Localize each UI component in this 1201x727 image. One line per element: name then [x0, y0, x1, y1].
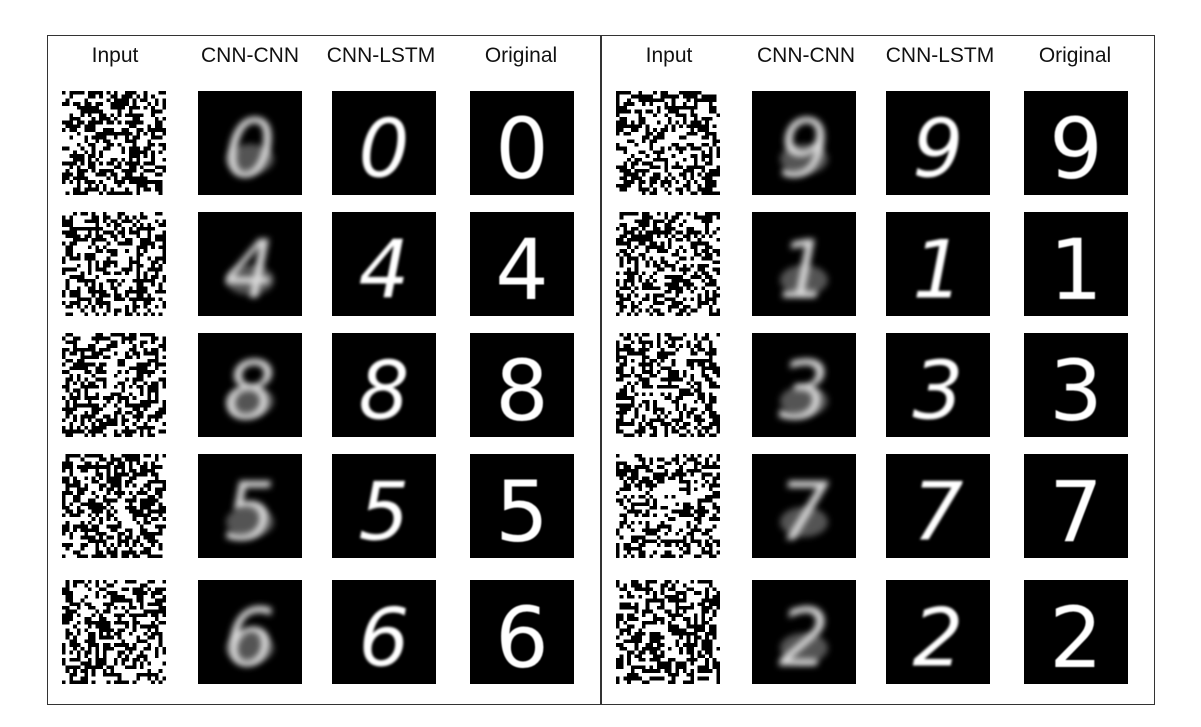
svg-text:9: 9	[779, 103, 830, 196]
header-cnn-cnn: CNN-CNN	[201, 44, 299, 67]
tile-original-digit-8: 8	[470, 333, 574, 437]
tile-cnn-lstm-digit-8: 8	[332, 333, 436, 437]
svg-text:6: 6	[225, 592, 276, 685]
tile-original-digit-3: 3	[1024, 333, 1128, 437]
tile-input-digit-3	[616, 333, 720, 437]
tile-input-digit-0	[62, 91, 166, 195]
header-cnn-lstm: CNN-LSTM	[885, 44, 995, 67]
tile-cnn-cnn-digit-3: 3	[752, 333, 856, 437]
tile-input-digit-2	[616, 580, 720, 684]
tile-cnn-cnn-digit-2: 2	[752, 580, 856, 684]
tile-input-digit-4	[62, 212, 166, 316]
tile-original-digit-0: 0	[470, 91, 574, 195]
svg-text:5: 5	[359, 466, 410, 559]
tile-cnn-cnn-digit-4: 4	[198, 212, 302, 316]
svg-text:8: 8	[495, 342, 548, 437]
svg-text:0: 0	[359, 103, 410, 196]
header-cnn-cnn: CNN-CNN	[757, 44, 855, 67]
svg-text:4: 4	[495, 221, 548, 316]
tile-original-digit-6: 6	[470, 580, 574, 684]
tile-original-digit-9: 9	[1024, 91, 1128, 195]
tile-input-digit-8	[62, 333, 166, 437]
svg-text:3: 3	[1049, 342, 1102, 437]
svg-text:2: 2	[913, 592, 964, 685]
header-original: Original	[484, 44, 558, 67]
svg-text:1: 1	[1049, 221, 1102, 316]
tile-cnn-lstm-digit-9: 9	[886, 91, 990, 195]
tile-original-digit-1: 1	[1024, 212, 1128, 316]
svg-text:4: 4	[359, 224, 410, 317]
svg-text:9: 9	[913, 103, 964, 196]
svg-text:6: 6	[359, 592, 410, 685]
svg-text:1: 1	[913, 224, 964, 317]
tile-cnn-lstm-digit-6: 6	[332, 580, 436, 684]
header-original: Original	[1038, 44, 1112, 67]
tile-cnn-cnn-digit-6: 6	[198, 580, 302, 684]
tile-original-digit-7: 7	[1024, 454, 1128, 558]
svg-text:2: 2	[1049, 589, 1102, 684]
tile-cnn-lstm-digit-7: 7	[886, 454, 990, 558]
svg-text:7: 7	[779, 466, 830, 559]
svg-text:8: 8	[359, 345, 410, 438]
svg-text:9: 9	[1049, 100, 1102, 195]
svg-text:0: 0	[225, 103, 276, 196]
tile-original-digit-5: 5	[470, 454, 574, 558]
tile-cnn-cnn-digit-0: 0	[198, 91, 302, 195]
tile-cnn-lstm-digit-1: 1	[886, 212, 990, 316]
svg-text:7: 7	[1049, 463, 1102, 558]
svg-text:0: 0	[495, 100, 548, 195]
header-input: Input	[91, 44, 139, 67]
tile-original-digit-4: 4	[470, 212, 574, 316]
tile-input-digit-9	[616, 91, 720, 195]
header-cnn-lstm: CNN-LSTM	[326, 44, 436, 67]
tile-cnn-lstm-digit-4: 4	[332, 212, 436, 316]
tile-input-digit-6	[62, 580, 166, 684]
svg-text:6: 6	[495, 589, 548, 684]
svg-text:7: 7	[913, 466, 964, 559]
tile-cnn-lstm-digit-5: 5	[332, 454, 436, 558]
tile-cnn-cnn-digit-7: 7	[752, 454, 856, 558]
svg-text:2: 2	[779, 592, 830, 685]
svg-text:8: 8	[225, 345, 276, 438]
svg-text:5: 5	[495, 463, 548, 558]
tile-cnn-lstm-digit-3: 3	[886, 333, 990, 437]
tile-cnn-cnn-digit-1: 1	[752, 212, 856, 316]
svg-text:5: 5	[225, 466, 276, 559]
tile-input-digit-5	[62, 454, 166, 558]
tile-input-digit-7	[616, 454, 720, 558]
tile-cnn-cnn-digit-5: 5	[198, 454, 302, 558]
svg-text:4: 4	[225, 224, 276, 317]
tile-cnn-lstm-digit-0: 0	[332, 91, 436, 195]
svg-text:3: 3	[779, 345, 830, 438]
tile-cnn-cnn-digit-8: 8	[198, 333, 302, 437]
svg-text:3: 3	[913, 345, 964, 438]
header-input: Input	[645, 44, 693, 67]
svg-text:1: 1	[779, 224, 830, 317]
tile-cnn-cnn-digit-9: 9	[752, 91, 856, 195]
tile-cnn-lstm-digit-2: 2	[886, 580, 990, 684]
tile-original-digit-2: 2	[1024, 580, 1128, 684]
tile-input-digit-1	[616, 212, 720, 316]
